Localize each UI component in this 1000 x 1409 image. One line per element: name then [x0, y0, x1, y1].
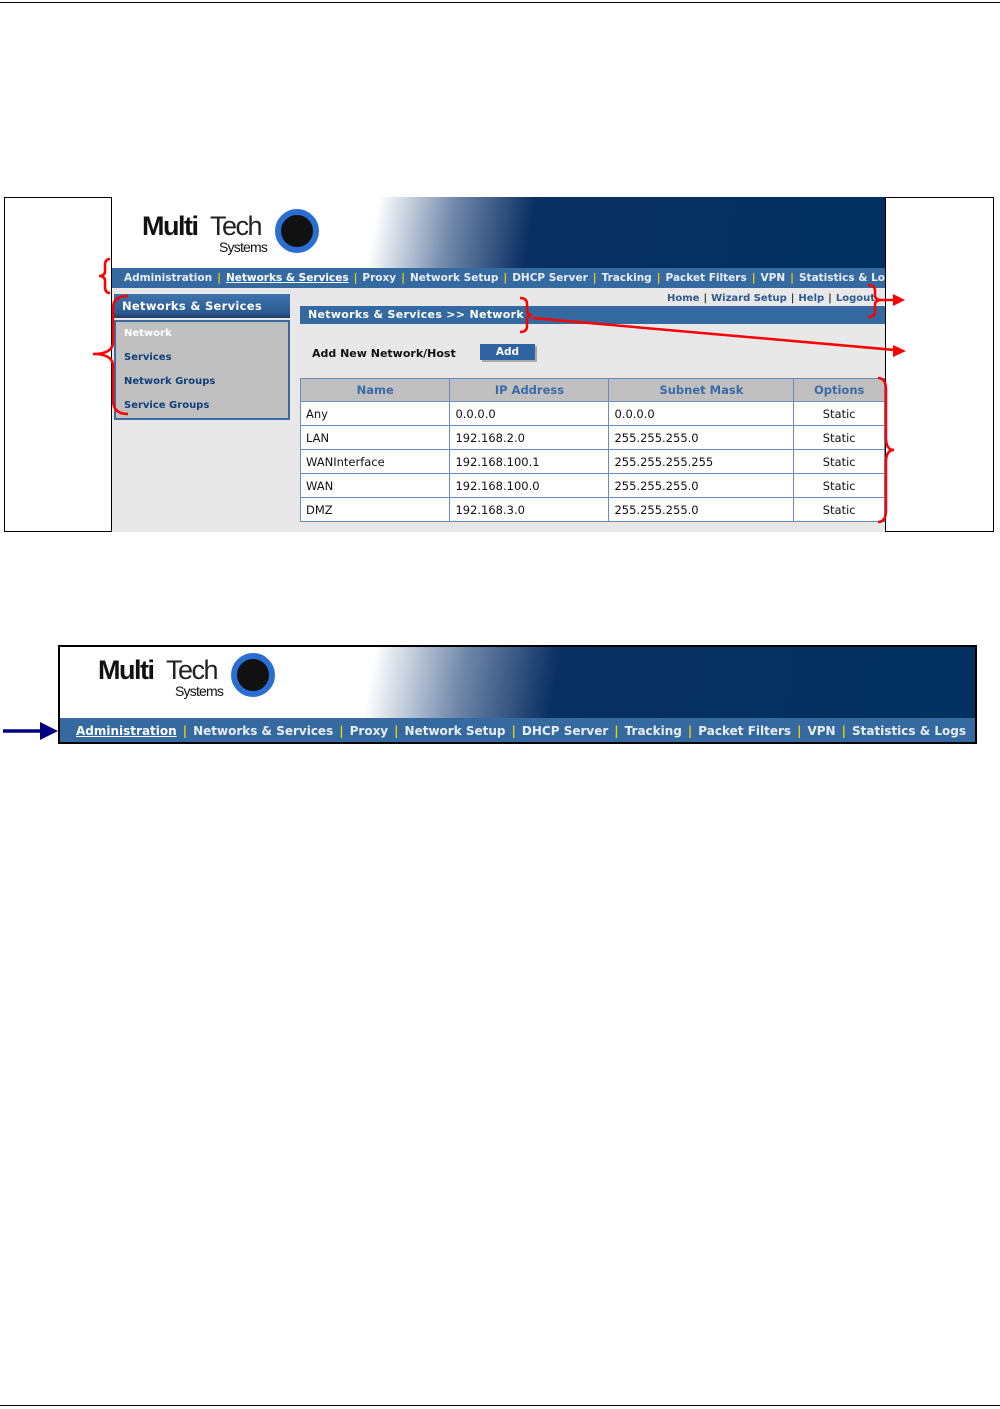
- multitech-logo: Multi Tech Systems: [142, 209, 322, 259]
- nav-item-proxy[interactable]: Proxy: [349, 724, 389, 738]
- column-header[interactable]: Options: [793, 378, 885, 402]
- sidebar-item-service-groups[interactable]: Service Groups: [124, 400, 210, 411]
- nav-separator: |: [217, 272, 221, 284]
- link-separator: |: [703, 293, 708, 304]
- brace-toplinks: [867, 283, 882, 319]
- table-cell: DMZ: [299, 497, 451, 522]
- table-cell: Static: [793, 497, 885, 522]
- arrow-right-icon: [40, 722, 58, 740]
- nav-item-administration[interactable]: Administration: [124, 272, 213, 284]
- brace-nav: [98, 257, 111, 295]
- nav-separator: |: [656, 272, 661, 284]
- nav-separator: |: [592, 272, 597, 284]
- table-row[interactable]: LAN 192.168.2.0 255.255.255.0 Static: [299, 425, 885, 450]
- table-row[interactable]: WAN 192.168.100.0 255.255.255.0 Static: [299, 473, 885, 498]
- table-row[interactable]: Any 0.0.0.0 0.0.0.0 Static: [299, 401, 885, 426]
- arrow-head-icon: [893, 345, 906, 357]
- nav-item-tracking[interactable]: Tracking: [624, 724, 682, 738]
- brace-table: [877, 376, 895, 524]
- nav-separator: |: [353, 272, 358, 284]
- table-cell: Static: [793, 449, 885, 474]
- table-cell: 255.255.255.0: [608, 473, 795, 498]
- table-cell: 192.168.100.0: [449, 473, 610, 498]
- table-cell: 192.168.2.0: [449, 425, 610, 450]
- sidebar-title: Networks & Services: [114, 294, 290, 318]
- add-button[interactable]: Add: [480, 344, 535, 360]
- table-cell: 255.255.255.0: [608, 497, 795, 522]
- logo-circle-icon: [275, 209, 319, 253]
- table-row[interactable]: WANInterface 192.168.100.1 255.255.255.255…: [299, 449, 885, 474]
- table-row[interactable]: DMZ 192.168.3.0 255.255.255.0 Static: [299, 497, 885, 522]
- nav-item-proxy[interactable]: Proxy: [362, 272, 397, 284]
- top-rule: [0, 2, 1000, 3]
- table-cell: 192.168.3.0: [449, 497, 610, 522]
- main-nav: Administration | Networks & Services | Proxy…: [112, 268, 885, 288]
- multitech-logo: Multi Tech Systems: [98, 653, 278, 703]
- link-help[interactable]: Help: [798, 293, 825, 304]
- nav-item-administration[interactable]: Administration: [76, 724, 177, 738]
- nav-item-networks-services[interactable]: Networks & Services: [225, 272, 349, 284]
- column-header[interactable]: IP Address: [449, 378, 610, 402]
- link-wizard-setup[interactable]: Wizard Setup: [711, 293, 787, 304]
- add-network-label: Add New Network/Host: [312, 347, 456, 360]
- arrow-head-icon: [893, 294, 905, 306]
- nav-separator: |: [841, 724, 846, 738]
- main-nav: Administration | Networks & Services | Proxy…: [60, 718, 975, 742]
- sidebar-item-network-groups[interactable]: Network Groups: [124, 376, 216, 387]
- table-cell: WANInterface: [299, 449, 451, 474]
- nav-separator: |: [511, 724, 516, 738]
- nav-separator: |: [797, 724, 802, 738]
- table-cell: Static: [793, 473, 885, 498]
- nav-item-packet-filters[interactable]: Packet Filters: [698, 724, 792, 738]
- table-cell: 192.168.100.1: [449, 449, 610, 474]
- top-links: Home | Wizard Setup | Help | Logout: [667, 293, 875, 304]
- sidebar-item-network[interactable]: Network: [124, 328, 172, 339]
- header-banner: Multi Tech Systems: [60, 647, 975, 718]
- table-cell: WAN: [299, 473, 451, 498]
- sidebar-item-services[interactable]: Services: [124, 352, 172, 363]
- link-home[interactable]: Home: [667, 293, 700, 304]
- nav-separator: |: [790, 272, 794, 284]
- header-banner: Multi Tech Systems: [112, 197, 885, 268]
- column-header[interactable]: Subnet Mask: [608, 378, 795, 402]
- nav-separator: |: [339, 724, 344, 738]
- breadcrumb: Networks & Services >> Network: [300, 306, 885, 324]
- nav-separator: |: [751, 272, 756, 284]
- bottom-rule: [0, 1405, 1000, 1406]
- nav-item-network-setup[interactable]: Network Setup: [409, 272, 499, 284]
- brace-breadcrumb: [519, 296, 533, 334]
- app-window: Multi Tech Systems Administration | Networ…: [111, 197, 886, 532]
- link-separator: |: [828, 293, 832, 304]
- nav-item-dhcp-server[interactable]: DHCP Server: [512, 272, 588, 284]
- nav-separator: |: [687, 724, 693, 738]
- nav-item-network-setup[interactable]: Network Setup: [404, 724, 506, 738]
- nav-separator: |: [394, 724, 399, 738]
- nav-item-vpn[interactable]: VPN: [807, 724, 836, 738]
- nav-separator: |: [503, 272, 508, 284]
- column-header[interactable]: Name: [299, 378, 451, 402]
- logo-circle-icon: [231, 653, 275, 697]
- sidebar-menu: Network Services Network Groups Service Gro…: [114, 320, 290, 420]
- nav-item-statistics-logs[interactable]: Statistics & Logs: [799, 272, 885, 284]
- nav-separator: |: [182, 724, 188, 738]
- nav-separator: |: [614, 724, 619, 738]
- nav-item-packet-filters[interactable]: Packet Filters: [665, 272, 747, 284]
- brace-sidebar: [92, 294, 129, 416]
- screenshot-navigation-bar: Multi Tech Systems Administration | Networ…: [58, 645, 977, 744]
- nav-separator: |: [401, 272, 405, 284]
- nav-item-vpn[interactable]: VPN: [760, 272, 786, 284]
- table-cell: Any: [299, 401, 451, 426]
- nav-item-statistics-logs[interactable]: Statistics & Logs: [851, 724, 966, 738]
- link-separator: |: [790, 293, 795, 304]
- nav-item-dhcp-server[interactable]: DHCP Server: [521, 724, 609, 738]
- network-table: Name IP Address Subnet Mask Options Any 0.0.…: [299, 378, 885, 522]
- nav-item-tracking[interactable]: Tracking: [601, 272, 652, 284]
- link-logout[interactable]: Logout: [835, 293, 875, 304]
- table-cell: 255.255.255.0: [608, 425, 795, 450]
- nav-item-networks-services[interactable]: Networks & Services: [193, 724, 334, 738]
